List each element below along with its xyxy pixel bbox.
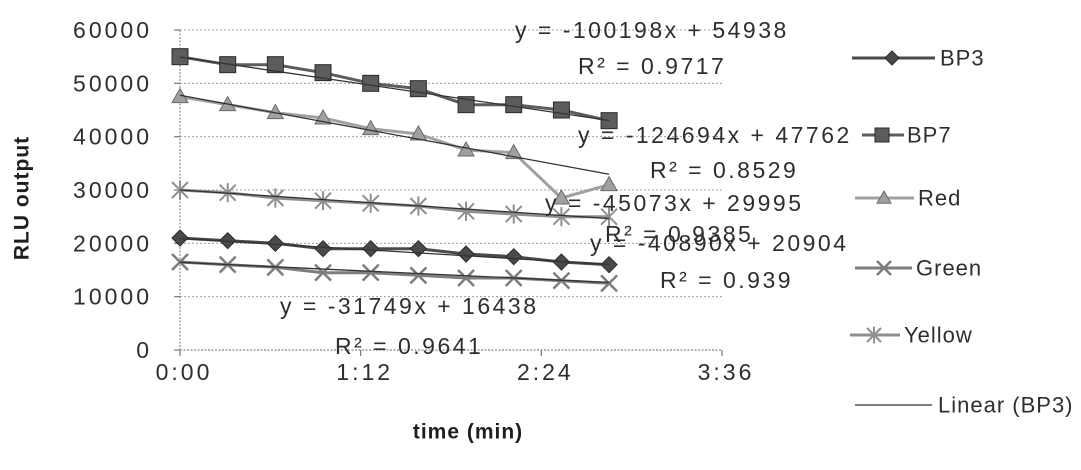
trendline-labels: y = -40890x + 20904 R² = 0.939 y = -100198… [280, 17, 852, 359]
y-tick-label: 0 [136, 337, 152, 363]
bp7-data-point [409, 80, 427, 98]
legend-label: Red [918, 186, 961, 211]
legend-item-green: Green [855, 256, 982, 281]
green-data-point [361, 263, 380, 282]
bp3-data-point [457, 245, 475, 263]
legend-x-marker-icon [876, 260, 892, 276]
legend-item-red: Red [855, 186, 961, 211]
x-tick-label: 0:00 [156, 359, 213, 385]
legend-label: BP3 [940, 46, 985, 71]
trendline-yellow [179, 189, 610, 220]
legend-square-marker-icon [874, 127, 890, 143]
bp7-data-point [314, 64, 332, 82]
bp7-data-point [505, 96, 523, 114]
trendline-red [179, 94, 610, 175]
yellow-data-point [505, 204, 523, 224]
trendline-equation: y = -40890x + 20904 [590, 230, 849, 256]
y-axis-title: RLU output [11, 136, 34, 260]
red-data-point [409, 124, 428, 141]
bp3-data-point [600, 255, 618, 274]
trendline-equation: y = -45073x + 29995 [545, 190, 804, 216]
red-data-point [504, 143, 523, 160]
trendline-green [179, 261, 610, 284]
red-data-point [600, 175, 618, 192]
bp3-data-point [218, 231, 237, 250]
bp7-data-point [362, 74, 380, 92]
green-data-point [457, 269, 475, 287]
legend-item-trendline: Linear (BP3) [855, 393, 1074, 418]
yellow-data-point [457, 201, 475, 221]
bp3-data-point [505, 247, 523, 266]
trendline-equation: y = -124694x + 47762 [578, 122, 852, 148]
legend-triangle-marker-icon [876, 189, 892, 204]
x-axis-title: time (min) [413, 421, 523, 444]
y-tick-label: 30000 [73, 177, 152, 203]
x-tick-label: 1:12 [336, 359, 393, 385]
bp7-data-point [552, 101, 570, 119]
y-tick-label: 10000 [73, 284, 152, 310]
trendlines [179, 56, 610, 284]
bp7-data-point [457, 96, 475, 114]
bp7-data-point [171, 48, 189, 66]
trendline-r-squared: R² = 0.939 [660, 267, 793, 293]
trendline-r-squared: R² = 0.9385 [605, 221, 753, 247]
yellow-data-point [552, 207, 571, 227]
bp7-data-point [600, 112, 618, 130]
data-series [171, 48, 618, 293]
series-line [179, 236, 610, 267]
trendline-equation: y = -31749x + 16438 [280, 293, 539, 319]
bp3-data-point [314, 239, 332, 258]
axes: 0 10000 20000 30000 40000 50000 60000 0:00 1:12 2… [73, 17, 755, 385]
green-data-point [409, 266, 428, 285]
legend: BP3 BP7 Red Green Yellow Linear (BP3) [850, 46, 1074, 418]
legend-star-marker-icon [866, 326, 882, 344]
red-data-point [552, 188, 571, 205]
trendline-r-squared: R² = 0.9641 [335, 333, 483, 359]
legend-label: BP7 [907, 123, 952, 148]
green-data-point [600, 274, 618, 293]
legend-item-yellow: Yellow [850, 323, 973, 348]
x-tick-label: 3:36 [698, 359, 755, 385]
bp3-data-point [266, 234, 285, 253]
y-tick-label: 40000 [73, 124, 152, 150]
bp7-data-point [266, 56, 284, 74]
trendline-equation: y = -100198x + 54938 [515, 17, 789, 43]
trendline-bp3 [179, 237, 610, 266]
legend-item-bp7: BP7 [862, 123, 952, 148]
yellow-data-point [314, 191, 332, 211]
legend-label: Green [916, 256, 982, 281]
bp3-data-point [361, 239, 380, 258]
yellow-data-point [266, 188, 285, 208]
series-line [179, 95, 610, 200]
y-tick-label: 50000 [73, 70, 152, 96]
legend-diamond-marker-icon [884, 50, 900, 66]
legend-item-bp3: BP3 [852, 46, 985, 71]
series-bp3 [171, 229, 618, 274]
x-tick-label: 2:24 [517, 359, 574, 385]
y-tick-label: 60000 [73, 17, 152, 43]
green-data-point [314, 263, 332, 282]
series-line [179, 55, 610, 123]
yellow-data-point [171, 180, 189, 200]
trendline-bp7 [179, 56, 610, 122]
trendline-r-squared: R² = 0.9717 [578, 53, 726, 79]
legend-label: Linear (BP3) [938, 393, 1074, 418]
bp3-data-point [171, 229, 189, 247]
y-tick-label: 20000 [73, 230, 152, 256]
yellow-data-point [600, 207, 618, 227]
trendline-r-squared: R² = 0.8529 [650, 157, 798, 183]
legend-label: Yellow [904, 323, 973, 348]
green-data-point [171, 253, 189, 271]
